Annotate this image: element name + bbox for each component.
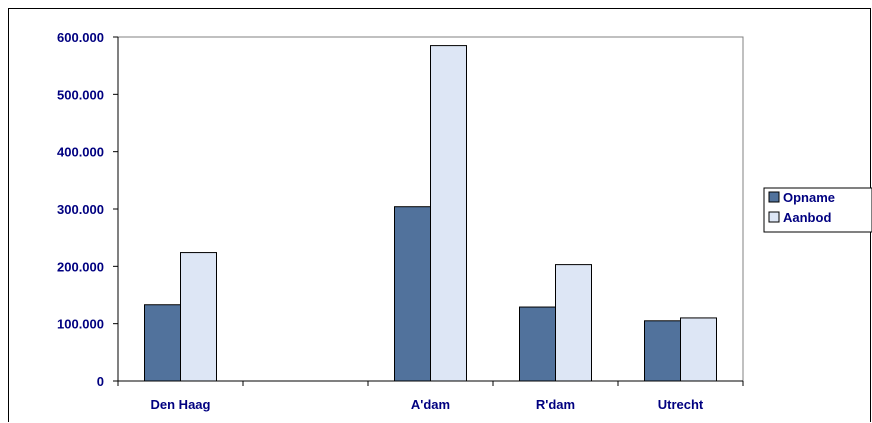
bars	[144, 45, 717, 382]
bar-opname-rdam	[519, 306, 556, 382]
legend-swatch-aanbod	[768, 211, 780, 223]
legend-box	[763, 187, 872, 233]
x-category-label: A'dam	[411, 397, 450, 412]
bar-aanbod-denhaag	[180, 252, 217, 382]
bar-aanbod-adam	[430, 45, 467, 382]
legend: Opname Aanbod	[763, 187, 872, 233]
x-category-label: Den Haag	[151, 397, 211, 412]
legend-swatch-opname	[768, 191, 780, 203]
bar-aanbod-utrecht	[680, 317, 717, 382]
y-tick-label: 400.000	[57, 145, 104, 160]
y-tick-label: 100.000	[57, 317, 104, 332]
x-category-label: Utrecht	[658, 397, 704, 412]
bar-aanbod-rdam	[555, 264, 592, 382]
y-tick-label: 300.000	[57, 202, 104, 217]
x-category-label: R'dam	[536, 397, 575, 412]
y-tick-label: 600.000	[57, 30, 104, 45]
y-tick-label: 0	[97, 374, 104, 389]
y-tick-label: 200.000	[57, 259, 104, 274]
bar-opname-denhaag	[144, 304, 181, 382]
y-tick-label: 500.000	[57, 87, 104, 102]
x-axis: Den Haag A'dam R'dam Utrecht	[117, 380, 744, 412]
y-axis: 0 100.000 200.000 300.000 400.000 500.000 600.…	[57, 30, 119, 389]
bar-opname-adam	[394, 206, 431, 382]
legend-label-opname: Opname	[783, 190, 835, 205]
legend-label-aanbod: Aanbod	[783, 210, 831, 225]
bar-opname-utrecht	[644, 320, 681, 382]
